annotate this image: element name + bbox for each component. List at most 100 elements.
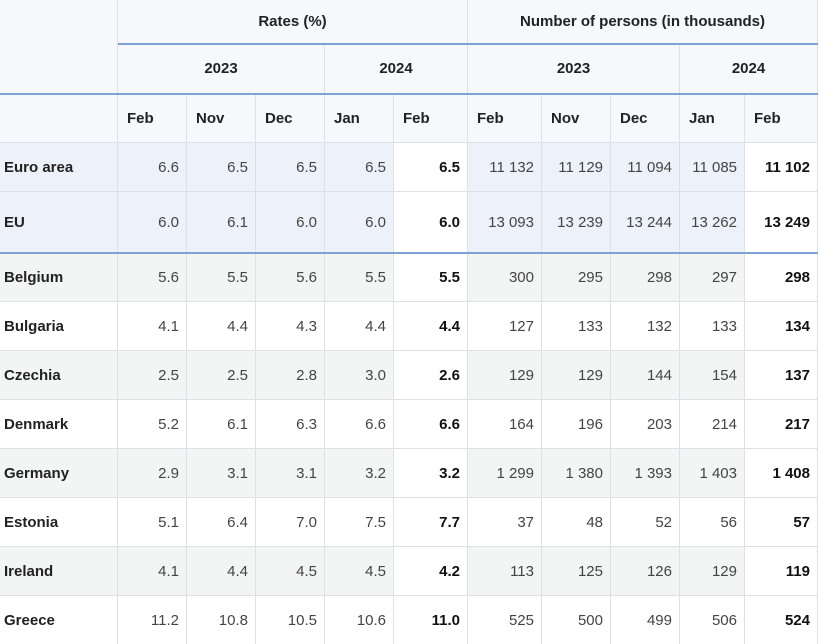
row-label: Germany [0, 449, 118, 498]
year-header: 2023 [118, 44, 325, 94]
table-cell: 4.4 [187, 547, 256, 596]
table-cell: 4.5 [256, 547, 325, 596]
table-cell: 5.5 [325, 253, 394, 302]
table-cell: 298 [611, 253, 680, 302]
table-cell: 127 [468, 302, 542, 351]
table-cell: 133 [680, 302, 745, 351]
table-cell: 7.7 [394, 498, 468, 547]
table-cell: 298 [745, 253, 818, 302]
table-cell: 2.9 [118, 449, 187, 498]
table-cell: 4.4 [325, 302, 394, 351]
table-cell: 10.6 [325, 596, 394, 644]
table-cell: 217 [745, 400, 818, 449]
table-cell: 214 [680, 400, 745, 449]
year-header: 2023 [468, 44, 680, 94]
table-cell: 11 085 [680, 143, 745, 192]
row-label: Belgium [0, 253, 118, 302]
table-cell: 4.4 [394, 302, 468, 351]
table-cell: 129 [468, 351, 542, 400]
table-cell: 6.0 [325, 192, 394, 253]
table-cell: 7.0 [256, 498, 325, 547]
month-header: Jan [325, 94, 394, 143]
month-header: Dec [611, 94, 680, 143]
table-cell: 56 [680, 498, 745, 547]
table-cell: 2.5 [118, 351, 187, 400]
table-cell: 2.5 [187, 351, 256, 400]
header-rule [118, 43, 818, 45]
table-cell: 499 [611, 596, 680, 644]
header-rule [0, 252, 818, 254]
month-header: Nov [542, 94, 611, 143]
month-header: Jan [680, 94, 745, 143]
table-cell: 11.0 [394, 596, 468, 644]
table-cell: 154 [680, 351, 745, 400]
table-cell: 5.2 [118, 400, 187, 449]
table-cell: 2.6 [394, 351, 468, 400]
header-corner [0, 0, 118, 94]
row-label: Estonia [0, 498, 118, 547]
table-cell: 6.5 [325, 143, 394, 192]
table-cell: 4.1 [118, 302, 187, 351]
table-cell: 3.2 [325, 449, 394, 498]
header-rule [0, 93, 818, 95]
month-header: Nov [187, 94, 256, 143]
table-cell: 525 [468, 596, 542, 644]
table-cell: 37 [468, 498, 542, 547]
table-cell: 6.5 [256, 143, 325, 192]
table-cell: 297 [680, 253, 745, 302]
group-header: Number of persons (in thousands) [468, 0, 818, 44]
table-cell: 203 [611, 400, 680, 449]
table-cell: 6.1 [187, 192, 256, 253]
year-header: 2024 [680, 44, 818, 94]
table-cell: 6.6 [394, 400, 468, 449]
table-cell: 134 [745, 302, 818, 351]
table-cell: 57 [745, 498, 818, 547]
month-header: Dec [256, 94, 325, 143]
table-cell: 129 [680, 547, 745, 596]
table-cell: 6.6 [118, 143, 187, 192]
table-cell: 13 249 [745, 192, 818, 253]
table-cell: 2.8 [256, 351, 325, 400]
header-corner [0, 94, 118, 143]
row-label: Ireland [0, 547, 118, 596]
table-cell: 10.8 [187, 596, 256, 644]
table-cell: 48 [542, 498, 611, 547]
table-cell: 133 [542, 302, 611, 351]
row-label: EU [0, 192, 118, 253]
table-cell: 6.1 [187, 400, 256, 449]
table-cell: 7.5 [325, 498, 394, 547]
table-cell: 6.0 [118, 192, 187, 253]
table-cell: 11 132 [468, 143, 542, 192]
table-cell: 5.6 [256, 253, 325, 302]
table-cell: 1 299 [468, 449, 542, 498]
table-cell: 6.5 [187, 143, 256, 192]
table-cell: 52 [611, 498, 680, 547]
group-header: Rates (%) [118, 0, 468, 44]
table-cell: 13 093 [468, 192, 542, 253]
table-cell: 11 102 [745, 143, 818, 192]
table-cell: 11 094 [611, 143, 680, 192]
table-cell: 4.5 [325, 547, 394, 596]
table-cell: 6.0 [256, 192, 325, 253]
table-cell: 6.0 [394, 192, 468, 253]
table-cell: 129 [542, 351, 611, 400]
table-cell: 6.6 [325, 400, 394, 449]
table-cell: 13 244 [611, 192, 680, 253]
table-cell: 13 239 [542, 192, 611, 253]
table-cell: 1 408 [745, 449, 818, 498]
table-cell: 524 [745, 596, 818, 644]
table-cell: 3.1 [187, 449, 256, 498]
table-cell: 132 [611, 302, 680, 351]
row-label: Greece [0, 596, 118, 644]
table-cell: 500 [542, 596, 611, 644]
month-header: Feb [745, 94, 818, 143]
year-header: 2024 [325, 44, 468, 94]
table-cell: 119 [745, 547, 818, 596]
row-label: Bulgaria [0, 302, 118, 351]
table-cell: 4.3 [256, 302, 325, 351]
table-cell: 506 [680, 596, 745, 644]
table-cell: 113 [468, 547, 542, 596]
table-cell: 3.0 [325, 351, 394, 400]
table-cell: 4.1 [118, 547, 187, 596]
month-header: Feb [468, 94, 542, 143]
